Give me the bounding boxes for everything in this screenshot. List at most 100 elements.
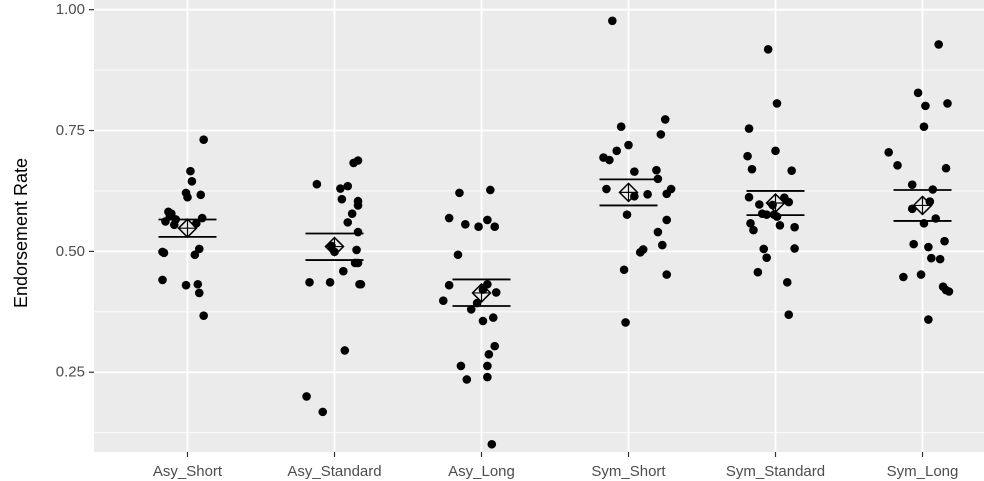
data-point [199,135,208,145]
data-point [653,174,663,184]
summary-markers [158,178,952,307]
data-point [747,164,757,174]
data-point [444,213,454,223]
data-point [487,439,497,449]
data-point [653,227,663,237]
data-point [907,180,917,189]
data-point [744,192,754,202]
data-point [302,392,311,401]
data-point [919,122,929,131]
data-point [183,192,192,202]
data-points [158,16,954,449]
y-axis-title: Endorsement Rate [11,158,31,308]
data-point [935,254,945,264]
data-point [491,288,501,297]
data-point [787,166,796,175]
data-point [337,194,347,204]
data-point [353,201,363,210]
y-tick-label: 1.00 [56,1,85,18]
data-point [635,248,645,257]
x-tick-labels: Asy_Short Asy_Standard Asy_Long Sym_Shor… [153,463,958,480]
data-point [318,407,328,417]
data-point [630,167,639,176]
data-point [643,190,652,199]
data-point [340,346,350,355]
data-point [356,279,366,289]
data-point [343,218,353,227]
data-point [934,40,943,49]
data-point [353,227,363,237]
data-point [927,253,936,263]
data-point [483,372,492,382]
plot-panel [94,0,984,452]
data-point [749,225,758,235]
data-point [746,219,755,228]
data-point [339,266,348,276]
data-point [772,212,782,221]
data-point [325,278,335,287]
data-point [486,185,495,195]
data-point [461,220,470,229]
data-point [352,245,361,255]
y-tick-label: 0.50 [56,243,85,260]
y-tick-label: 0.25 [56,364,85,381]
data-point [159,248,169,258]
data-point [925,197,935,206]
y-tick-label: 0.75 [56,122,85,139]
data-point [775,220,785,230]
data-point [784,310,794,320]
data-point [660,115,670,124]
data-point [913,88,923,98]
x-tick-label: Sym_Long [887,463,959,480]
data-point [438,296,448,305]
x-tick-label: Asy_Long [448,463,515,480]
x-tick-label: Sym_Standard [726,463,825,480]
data-point [347,209,357,218]
data-point [940,236,949,246]
data-point [483,215,492,225]
data-point [616,122,626,131]
data-point [790,244,799,253]
data-point [790,222,799,232]
data-point [743,151,752,161]
data-point [186,166,195,176]
data-point [624,140,633,150]
x-tick-label: Sym_Short [591,463,666,480]
data-point [755,200,764,209]
data-point [488,313,498,322]
data-point [762,253,771,262]
data-point [662,189,672,199]
data-point [619,265,629,275]
data-point [490,341,500,351]
data-point [602,184,611,194]
data-point [349,158,358,168]
data-point [652,165,661,175]
data-point [924,315,933,324]
data-point [759,244,769,254]
data-point [943,99,952,108]
data-point [612,146,622,156]
data-point [771,146,780,156]
data-point [490,222,500,232]
data-point [763,45,773,54]
data-point [478,316,488,326]
data-point [916,270,926,279]
data-point [194,288,204,298]
data-point [893,161,902,170]
data-point [899,272,908,282]
data-point [884,147,893,157]
data-point [456,361,466,371]
data-point [343,181,353,191]
data-point [199,311,208,320]
data-point [909,239,918,249]
data-point [190,250,200,260]
data-point [336,184,345,193]
data-point [444,280,454,290]
data-point [187,176,197,186]
data-point [466,305,476,314]
data-point [921,101,930,111]
data-point [193,279,203,289]
data-point [782,278,792,287]
data-point [484,350,494,359]
